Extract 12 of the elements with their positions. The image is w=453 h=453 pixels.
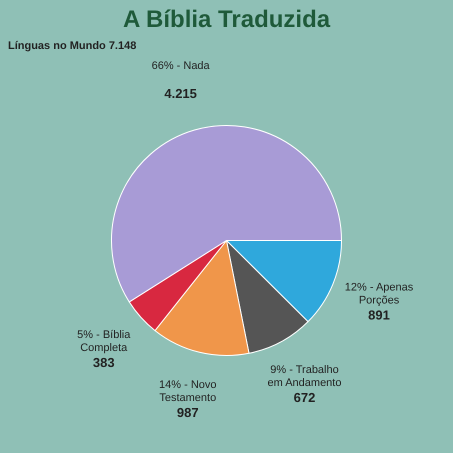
slice-label: 9% - Trabalho em Andamento	[267, 364, 342, 389]
data-label: 4.215	[164, 86, 197, 102]
data-label: 383	[92, 354, 115, 370]
slice-label: 5% - Bíblia Completa	[77, 328, 132, 354]
text: Línguas no Mundo 7.148	[8, 40, 136, 52]
slice-label: 12% - Apenas Porções	[344, 281, 414, 306]
chart-title: A Bíblia Traduzida	[122, 6, 331, 33]
slice-label: 66% - Nada	[152, 60, 211, 72]
slice-label: 14% - Novo Testamento	[159, 378, 217, 404]
data-label: 987	[176, 404, 199, 420]
data-label: 891	[368, 307, 390, 322]
data-label: 672	[294, 390, 316, 405]
